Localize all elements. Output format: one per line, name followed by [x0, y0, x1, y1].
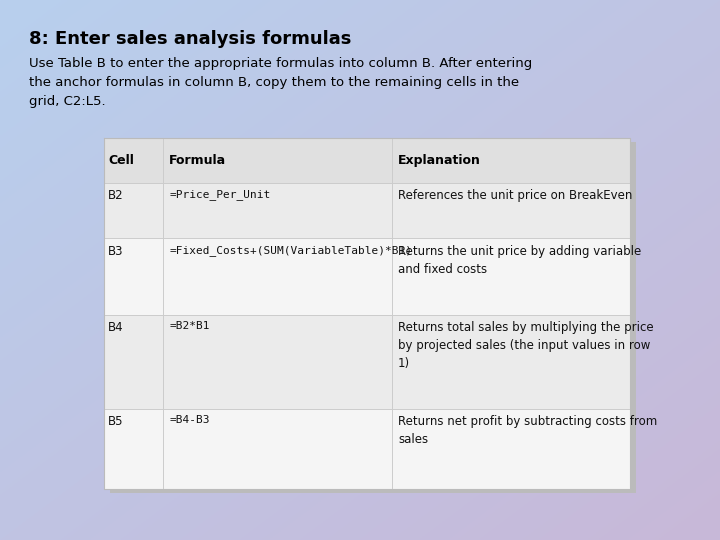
Text: References the unit price on BreakEven: References the unit price on BreakEven — [398, 190, 633, 202]
Text: =B4-B3: =B4-B3 — [169, 415, 210, 425]
Text: Returns total sales by multiplying the price
by projected sales (the input value: Returns total sales by multiplying the p… — [398, 321, 654, 370]
FancyBboxPatch shape — [104, 138, 630, 183]
FancyBboxPatch shape — [104, 239, 630, 315]
Text: Cell: Cell — [108, 154, 134, 167]
FancyBboxPatch shape — [104, 409, 630, 489]
FancyBboxPatch shape — [104, 315, 630, 409]
Text: B3: B3 — [108, 245, 124, 258]
FancyBboxPatch shape — [104, 183, 630, 239]
Text: Formula: Formula — [169, 154, 226, 167]
FancyBboxPatch shape — [104, 138, 630, 489]
Text: Use Table B to enter the appropriate formulas into column B. After entering
the : Use Table B to enter the appropriate for… — [29, 57, 532, 107]
Text: Returns the unit price by adding variable
and fixed costs: Returns the unit price by adding variabl… — [398, 245, 642, 276]
Text: =B2*B1: =B2*B1 — [169, 321, 210, 332]
Text: 8: Enter sales analysis formulas: 8: Enter sales analysis formulas — [29, 30, 351, 48]
Text: B2: B2 — [108, 190, 124, 202]
Text: Explanation: Explanation — [398, 154, 481, 167]
Text: B4: B4 — [108, 321, 124, 334]
Text: =Fixed_Costs+(SUM(VariableTable)*B1): =Fixed_Costs+(SUM(VariableTable)*B1) — [169, 245, 412, 256]
Text: Returns net profit by subtracting costs from
sales: Returns net profit by subtracting costs … — [398, 415, 657, 446]
Text: B5: B5 — [108, 415, 124, 428]
Text: =Price_Per_Unit: =Price_Per_Unit — [169, 190, 271, 200]
FancyBboxPatch shape — [110, 142, 636, 493]
